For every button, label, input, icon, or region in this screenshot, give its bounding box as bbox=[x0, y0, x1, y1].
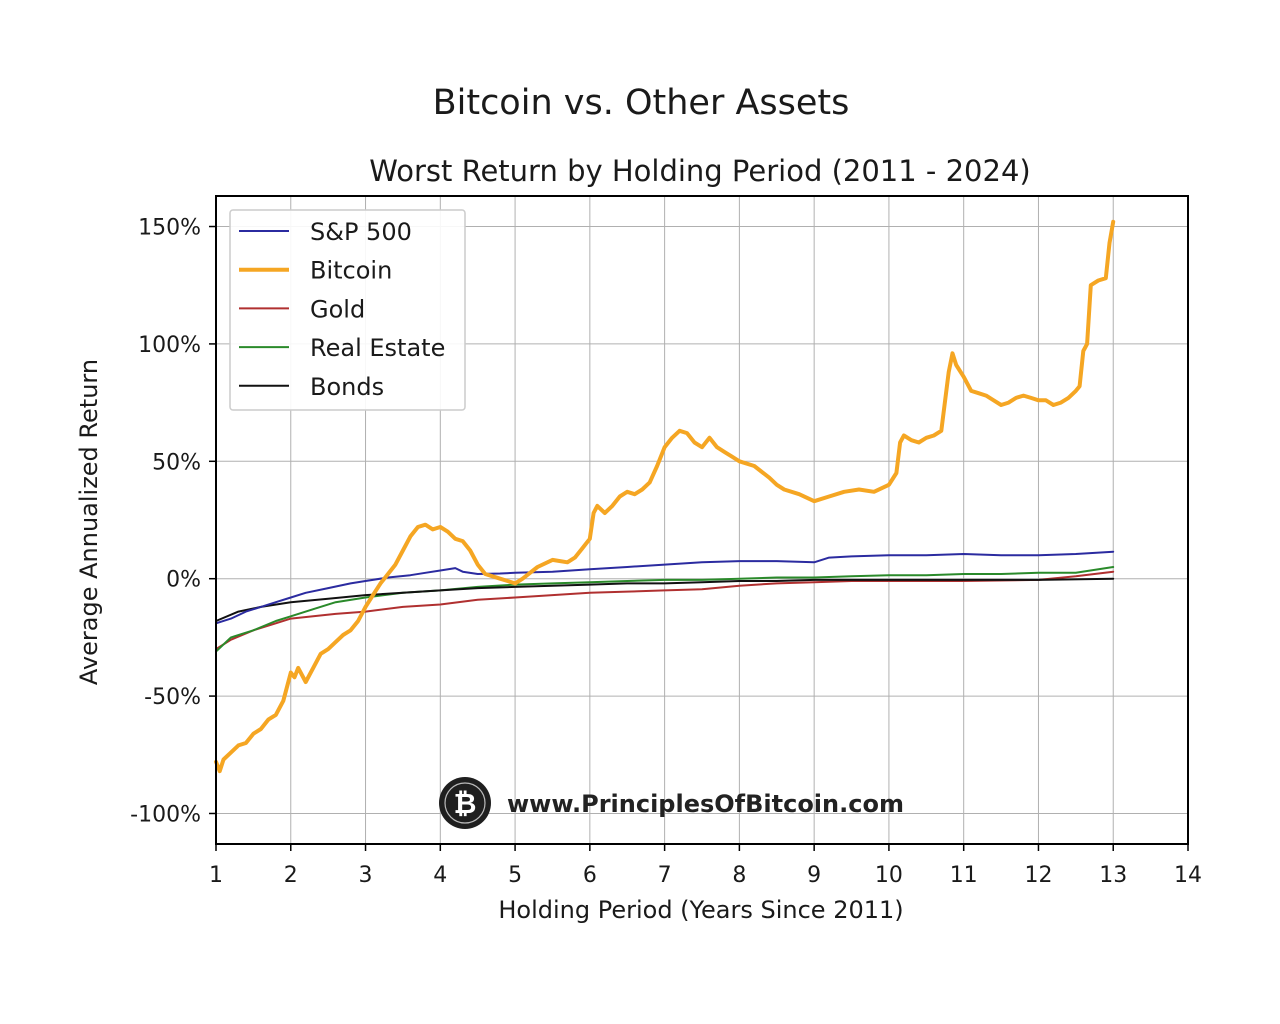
x-tick-label: 4 bbox=[433, 863, 447, 888]
x-tick-label: 9 bbox=[807, 863, 821, 888]
plot-frame bbox=[215, 195, 1189, 845]
series-line-real-estate bbox=[215, 566, 1115, 653]
legend-label-bitcoin: Bitcoin bbox=[310, 257, 392, 285]
legend-label-gold: Gold bbox=[310, 295, 365, 323]
y-tick-label: 100% bbox=[138, 333, 201, 358]
x-tick-label: 2 bbox=[284, 863, 298, 888]
legend-label-bonds: Bonds bbox=[310, 373, 384, 401]
y-tick-label: 50% bbox=[152, 450, 201, 475]
x-tick-label: 10 bbox=[875, 863, 903, 888]
x-tick-label: 12 bbox=[1024, 863, 1052, 888]
legend: S&P 500 Bitcoin Gold Real Estate Bonds bbox=[229, 209, 466, 411]
x-tick-label: 8 bbox=[732, 863, 746, 888]
series-line-gold bbox=[215, 570, 1115, 651]
x-tick-label: 5 bbox=[508, 863, 522, 888]
x-tick-label: 11 bbox=[950, 863, 978, 888]
legend-label-s-p-500: S&P 500 bbox=[310, 218, 412, 246]
chart-suptitle: Bitcoin vs. Other Assets bbox=[433, 83, 850, 123]
y-tick-label: -50% bbox=[144, 685, 201, 710]
x-axis-label: Holding Period (Years Since 2011) bbox=[498, 896, 903, 924]
y-tick-label: 150% bbox=[138, 216, 201, 241]
legend-label-real-estate: Real Estate bbox=[310, 334, 445, 362]
x-tick-label: 7 bbox=[658, 863, 672, 888]
bitcoin-logo-glyph: ₿ bbox=[454, 787, 477, 820]
y-tick-label: 0% bbox=[166, 568, 201, 593]
x-tick-label: 1 bbox=[209, 863, 223, 888]
series-lines bbox=[214, 219, 1116, 774]
x-tick-label: 14 bbox=[1174, 863, 1202, 888]
series-line-bitcoin bbox=[214, 219, 1116, 774]
axis-ticks: 1 2 3 4 5 6 7 8 9 10 11 12 13 14150%100%50%0%-50%-100… bbox=[130, 216, 1202, 888]
bitcoin-logo-icon bbox=[439, 777, 491, 829]
x-tick-label: 6 bbox=[583, 863, 597, 888]
y-tick-label: -100% bbox=[130, 802, 201, 827]
watermark: ₿ www.PrinciplesOfBitcoin.com bbox=[439, 777, 904, 829]
x-tick-label: 13 bbox=[1099, 863, 1127, 888]
legend-box bbox=[229, 209, 466, 411]
chart-title: Worst Return by Holding Period (2011 - 2… bbox=[369, 154, 1030, 188]
series-line-bonds bbox=[215, 577, 1115, 622]
bitcoin-logo-ring bbox=[444, 782, 486, 824]
y-axis-label: Average Annualized Return bbox=[75, 359, 103, 685]
x-tick-label: 3 bbox=[359, 863, 373, 888]
watermark-text: www.PrinciplesOfBitcoin.com bbox=[507, 790, 904, 818]
series-line-s-p-500 bbox=[215, 550, 1115, 625]
